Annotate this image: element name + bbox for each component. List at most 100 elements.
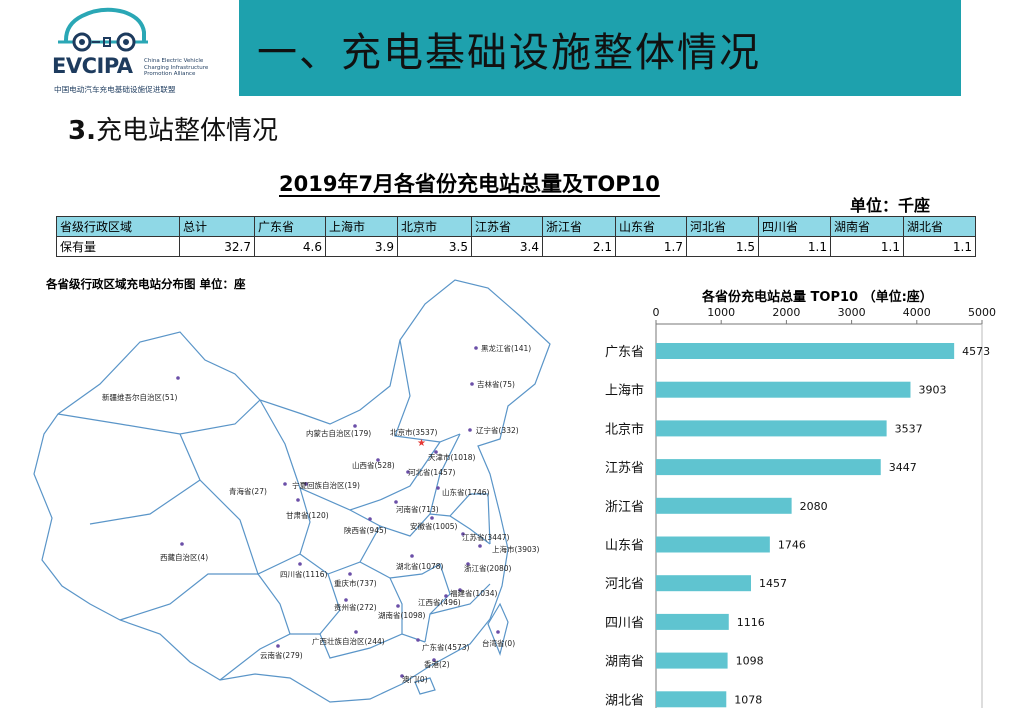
section-number: 3.	[68, 116, 96, 146]
bar	[656, 343, 955, 359]
category-label: 山东省	[605, 539, 644, 554]
chart-title: 各省份充电站总量 TOP10 （单位:座）	[701, 289, 933, 305]
province-label: 广西壮族自治区(244)	[312, 636, 385, 646]
map-label-fujian: 福建省(1034)	[450, 588, 498, 598]
province-label: 湖南省(1098)	[378, 610, 426, 620]
table-cell: 1.1	[830, 236, 904, 257]
table-header-cell: 山东省	[615, 216, 687, 237]
province-dot-icon	[461, 532, 465, 536]
ev-car-logo-icon	[58, 7, 148, 52]
table-header-cell: 广东省	[254, 216, 326, 237]
data-label: 1078	[734, 693, 762, 706]
province-label: 吉林省(75)	[477, 379, 515, 389]
map-outline	[33, 279, 551, 703]
map-label-yunnan: 云南省(279)	[260, 644, 303, 660]
province-label: 台湾省(0)	[482, 638, 515, 648]
province-label: 云南省(279)	[260, 650, 303, 660]
title-banner: 一、充电基础设施整体情况	[239, 0, 961, 96]
province-dot-icon	[474, 346, 478, 350]
province-label: 黑龙江省(141)	[481, 343, 531, 353]
summary-table: 省级行政区域 总计 广东省 上海市 北京市 江苏省 浙江省 山东省 河北省 四川…	[56, 216, 976, 257]
province-label: 澳门(0)	[402, 674, 428, 684]
data-label: 4573	[962, 345, 990, 358]
category-label: 湖南省	[605, 654, 644, 670]
province-dot-icon	[416, 638, 420, 642]
map-label-jiangsu: 江苏省(3447)	[461, 532, 510, 542]
province-label: 内蒙古自治区(179)	[306, 428, 371, 438]
chart-svg: 各省份充电站总量 TOP10 （单位:座） 0 1000 2000 3000 4000 50…	[605, 289, 996, 708]
table-cell: 保有量	[56, 236, 180, 257]
map-labels: 黑龙江省(141) 吉林省(75) 辽宁省(332) 新疆维吾尔自治区(51) …	[102, 343, 540, 684]
map-label-xinjiang: 新疆维吾尔自治区(51)	[102, 376, 180, 402]
category-label: 浙江省	[605, 500, 644, 515]
province-label: 上海市(3903)	[492, 544, 540, 554]
province-dot-icon	[344, 598, 348, 602]
map-label-guangdong: 广东省(4573)	[416, 638, 470, 652]
data-label: 3447	[889, 461, 917, 474]
province-label: 宁夏回族自治区(19)	[292, 480, 360, 490]
x-tick-label: 1000	[707, 306, 735, 319]
province-dot-icon	[470, 382, 474, 386]
data-label: 1116	[737, 616, 765, 629]
province-dot-icon	[276, 644, 280, 648]
province-label: 福建省(1034)	[450, 588, 498, 598]
map-label-guangxi: 广西壮族自治区(244)	[312, 630, 385, 646]
province-label: 甘肃省(120)	[286, 510, 329, 520]
province-dot-icon	[348, 572, 352, 576]
province-label: 湖北省(1078)	[396, 561, 444, 571]
data-label: 1457	[759, 577, 787, 590]
province-label: 贵州省(272)	[334, 602, 377, 612]
province-dot-icon	[434, 450, 438, 454]
province-dot-icon	[353, 424, 357, 428]
province-label: 江西省(496)	[418, 597, 461, 607]
section-title: 3.充电站整体情况	[68, 110, 278, 147]
province-dot-icon	[304, 482, 308, 486]
map-label-neimenggu: 内蒙古自治区(179)	[306, 424, 371, 438]
map-label-chongqing: 重庆市(737)	[334, 572, 377, 588]
province-dot-icon	[394, 500, 398, 504]
data-label: 1098	[736, 655, 764, 668]
province-label: 广东省(4573)	[422, 642, 470, 652]
province-label: 山西省(528)	[352, 460, 395, 470]
map-label-jilin: 吉林省(75)	[470, 379, 515, 389]
table-cell: 3.9	[325, 236, 398, 257]
province-dot-icon	[466, 562, 470, 566]
map-label-zhejiang: 浙江省(2080)	[464, 562, 512, 573]
category-label: 河北省	[605, 577, 644, 592]
province-dot-icon	[436, 486, 440, 490]
bar	[656, 691, 727, 708]
table-header-cell: 省级行政区域	[56, 216, 180, 237]
province-dot-icon	[444, 594, 448, 598]
capital-star-icon: ★	[417, 438, 426, 449]
province-dot-icon	[368, 517, 372, 521]
province-dot-icon	[396, 604, 400, 608]
logo-english-name: China Electric Vehicle Charging Infrastr…	[144, 58, 209, 77]
table-header-cell: 上海市	[325, 216, 398, 237]
province-dot-icon	[478, 544, 482, 548]
table-header-cell: 浙江省	[542, 216, 616, 237]
province-label: 香港(2)	[424, 659, 450, 669]
province-dot-icon	[296, 498, 300, 502]
province-label: 四川省(1116)	[280, 569, 328, 579]
province-dot-icon	[400, 674, 404, 678]
bar	[656, 536, 770, 553]
china-province-map: 黑龙江省(141) 吉林省(75) 辽宁省(332) 新疆维吾尔自治区(51) …	[30, 274, 565, 708]
map-label-henan: 河南省(713)	[394, 500, 439, 514]
x-tick-label: 5000	[968, 306, 996, 319]
province-dot-icon	[283, 482, 287, 486]
top10-bar-chart: 各省份充电站总量 TOP10 （单位:座） 0 1000 2000 3000 4000 50…	[590, 284, 1010, 708]
table-header-cell: 江苏省	[471, 216, 543, 237]
table-unit: 单位：千座	[850, 196, 931, 215]
map-label-heilongjiang: 黑龙江省(141)	[474, 343, 531, 353]
table-cell: 1.7	[615, 236, 687, 257]
table-header-cell: 湖北省	[903, 216, 976, 237]
bar	[656, 652, 728, 669]
bar	[656, 459, 881, 476]
province-dot-icon	[432, 658, 436, 662]
category-label: 四川省	[605, 616, 644, 631]
map-label-guizhou: 贵州省(272)	[334, 598, 377, 612]
section-text: 充电站整体情况	[95, 116, 278, 146]
data-label: 2080	[800, 500, 828, 513]
province-dot-icon	[458, 588, 462, 592]
map-label-hunan: 湖南省(1098)	[378, 604, 426, 620]
